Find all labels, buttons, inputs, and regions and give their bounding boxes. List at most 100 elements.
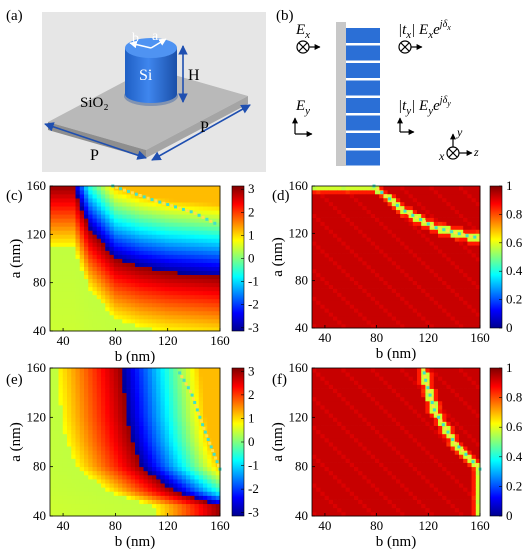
heatmap-cell — [198, 450, 204, 455]
heatmap-cell — [75, 380, 81, 385]
heatmap-cell — [211, 405, 217, 410]
heatmap-cell — [333, 409, 338, 414]
heatmap-cell — [156, 286, 161, 292]
heatmap-cell — [169, 302, 174, 308]
heatmap-cell — [320, 292, 325, 297]
heatmap-cell — [139, 495, 144, 500]
heatmap-cell — [147, 306, 153, 312]
heatmap-cell — [320, 241, 325, 246]
heatmap-cell — [337, 437, 342, 443]
heatmap-cell — [333, 193, 338, 199]
heatmap-cell — [96, 258, 102, 263]
heatmap-cell — [75, 230, 81, 235]
heatmap-cell — [109, 446, 115, 451]
heatmap-cell — [312, 479, 317, 484]
heatmap-cell — [96, 450, 102, 455]
heatmap-cell — [320, 304, 325, 309]
heatmap-cell — [211, 454, 217, 459]
heatmap-cell — [370, 241, 376, 246]
heatmap-cell — [109, 409, 115, 414]
heatmap-cell — [345, 233, 351, 238]
heatmap-cell — [211, 503, 217, 509]
heatmap-cell — [118, 266, 123, 271]
heatmap-cell — [156, 400, 161, 406]
heatmap-cell — [337, 189, 342, 195]
heatmap-cell — [203, 214, 208, 219]
heatmap-cell — [79, 396, 85, 402]
heatmap-cell — [345, 264, 351, 270]
heatmap-cell — [366, 205, 372, 211]
heatmap-cell — [75, 442, 81, 447]
heatmap-cell — [433, 249, 439, 254]
heatmap-cell — [475, 276, 481, 282]
heatmap-cell — [54, 495, 59, 500]
heatmap-cell — [412, 213, 418, 218]
heatmap-cell — [425, 241, 430, 246]
heatmap-cell — [471, 320, 477, 325]
heatmap-cell — [194, 454, 200, 459]
heatmap-cell — [190, 458, 195, 463]
heatmap-cell — [139, 483, 144, 488]
heatmap-cell — [417, 205, 422, 211]
heatmap-cell — [203, 326, 208, 332]
heatmap-cell — [379, 245, 384, 250]
heatmap-cell — [88, 318, 93, 324]
heatmap-cell — [143, 483, 149, 488]
heatmap-cell — [105, 226, 110, 231]
heatmap-cell — [349, 372, 355, 377]
heatmap-cell — [96, 226, 102, 231]
heatmap-cell — [152, 450, 157, 455]
heatmap-cell — [101, 270, 106, 276]
heatmap-cell — [156, 503, 161, 509]
heatmap-cell — [181, 290, 187, 296]
heatmap-cell — [113, 495, 119, 500]
heatmap-cell — [190, 495, 195, 500]
y-tick-label: 160 — [289, 178, 309, 193]
heatmap-cell — [358, 316, 363, 321]
heatmap-cell — [433, 201, 439, 207]
heatmap-cell — [207, 458, 212, 463]
heatmap-cell — [181, 266, 187, 271]
heatmap-cell — [156, 462, 161, 468]
heatmap-cell — [164, 417, 170, 422]
heatmap-cell — [324, 272, 330, 278]
heatmap-cell — [169, 487, 174, 492]
heatmap-cell — [391, 189, 397, 195]
heatmap-cell — [366, 316, 372, 321]
heatmap-cell — [164, 372, 170, 377]
heatmap-cell — [173, 487, 178, 492]
heatmap-cell — [139, 262, 144, 267]
heatmap-cell — [328, 446, 334, 451]
heatmap-cell — [324, 276, 330, 282]
heatmap-cell — [396, 304, 401, 309]
heatmap-cell — [316, 487, 321, 492]
heatmap-cell — [101, 258, 106, 263]
heatmap-cell — [177, 388, 183, 394]
heatmap-cell — [181, 372, 187, 377]
heatmap-cell — [354, 213, 359, 218]
heatmap-cell — [454, 197, 460, 203]
heatmap-cell — [215, 234, 221, 239]
heatmap-cell — [173, 246, 178, 251]
heatmap-cell — [62, 507, 68, 513]
heatmap-cell — [333, 253, 338, 258]
heatmap-cell — [152, 194, 157, 199]
heatmap-cell — [84, 274, 89, 280]
heatmap-cell — [101, 214, 106, 219]
heatmap-cell — [190, 310, 195, 316]
heatmap-cell — [164, 206, 170, 211]
heatmap-cell — [446, 260, 451, 266]
heatmap-cell — [425, 284, 430, 289]
heatmap-cell — [173, 417, 178, 422]
heatmap-cell — [135, 458, 140, 463]
heatmap-cell — [109, 392, 115, 398]
heatmap-cell — [463, 300, 468, 305]
heatmap-cell — [122, 511, 127, 517]
heatmap-cell — [79, 294, 85, 300]
heatmap-cell — [341, 221, 346, 226]
heatmap-cell — [417, 304, 422, 309]
heatmap-cell — [156, 388, 161, 394]
heatmap-cell — [312, 249, 317, 254]
heatmap-cell — [177, 302, 183, 308]
heatmap-cell — [429, 312, 435, 317]
